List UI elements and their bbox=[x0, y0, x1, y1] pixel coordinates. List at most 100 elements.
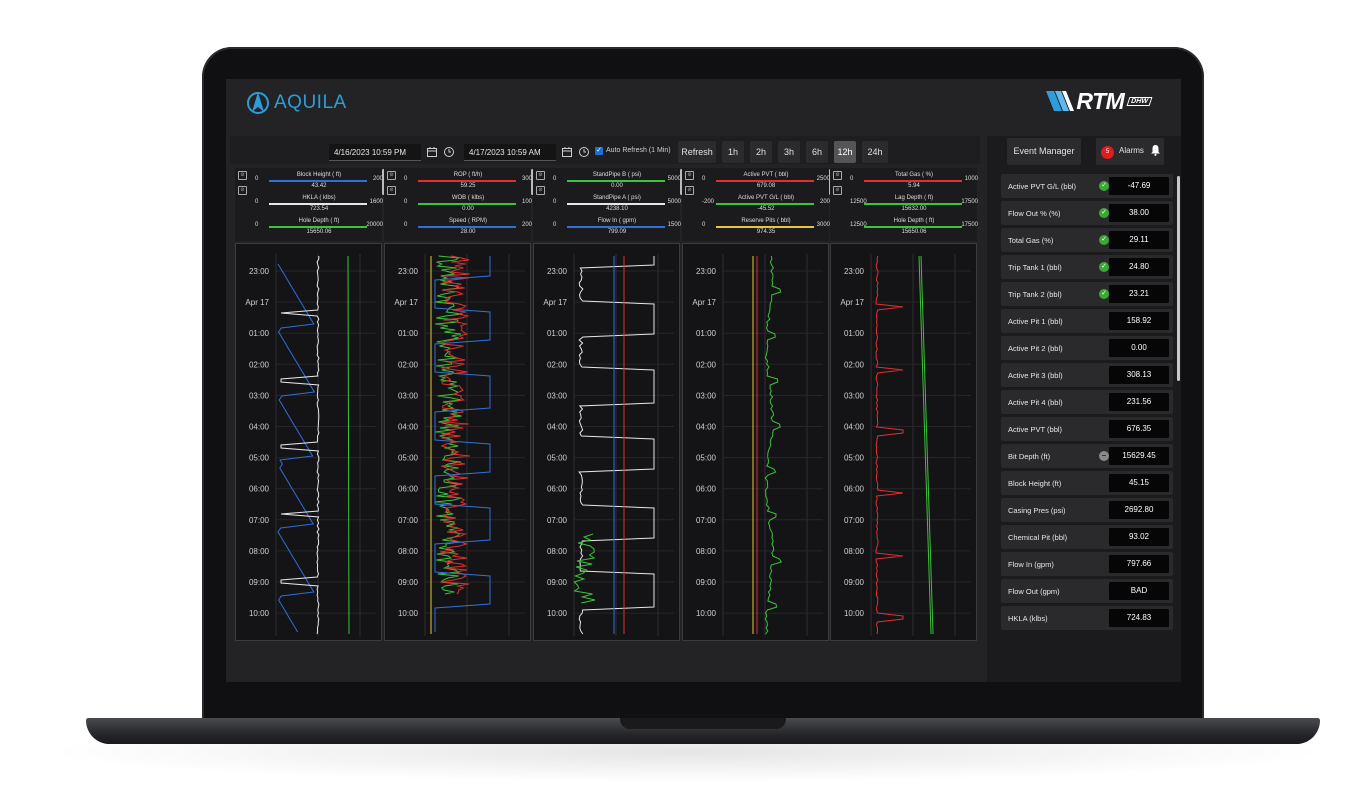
curve-name: StandPipe B ( psi) bbox=[592, 172, 642, 178]
curve-legend[interactable]: WOB ( klbs) 0 100 0.00 bbox=[404, 193, 532, 215]
reading-row[interactable]: Active PVT (bbl) 676.35 bbox=[1001, 417, 1173, 441]
track-header-scrollbar[interactable] bbox=[531, 169, 534, 195]
reading-row[interactable]: Active Pit 2 (bbl) 0.00 bbox=[1001, 336, 1173, 360]
settings-icon[interactable]: ⚙ bbox=[238, 171, 247, 180]
rtm-brand: RTM bbox=[1076, 87, 1125, 114]
refresh-button[interactable]: Refresh bbox=[678, 141, 716, 163]
curve-legend[interactable]: Flow In ( gpm) 0 1500 799.09 bbox=[553, 216, 681, 238]
reading-row[interactable]: Total Gas (%) ✓ 29.11 bbox=[1001, 228, 1173, 252]
curve-legend[interactable]: StandPipe B ( psi) 0 5000 0.00 bbox=[553, 170, 681, 192]
settings-icon[interactable]: ⚙ bbox=[536, 171, 545, 180]
reading-value: 158.92 bbox=[1109, 312, 1169, 330]
time-label: 05:00 bbox=[844, 454, 865, 463]
reading-row[interactable]: HKLA (klbs) 724.83 bbox=[1001, 606, 1173, 630]
rtm-logo: RTM DHW bbox=[1046, 87, 1153, 114]
track-chart-3[interactable]: 23:00 Apr 17 01:00 02:00 03:00 04:00 05:00 06:0… bbox=[533, 243, 680, 641]
range-button-12h[interactable]: 12h bbox=[834, 141, 856, 163]
clock-icon[interactable] bbox=[443, 146, 455, 158]
track-header-2: ⚙ ⊘ ROP ( ft/h) 0 300 59.25 WOB ( klbs) 0 100 0.0… bbox=[384, 168, 532, 241]
reading-row[interactable]: Block Height (ft) 45.15 bbox=[1001, 471, 1173, 495]
reading-row[interactable]: Trip Tank 2 (bbl) ✓ 23.21 bbox=[1001, 282, 1173, 306]
curve-color-line bbox=[864, 226, 962, 228]
reading-value: 0.00 bbox=[1109, 339, 1169, 357]
calendar-icon[interactable] bbox=[561, 146, 573, 158]
reading-row[interactable]: Active Pit 1 (bbl) 158.92 bbox=[1001, 309, 1173, 333]
track-header-scrollbar[interactable] bbox=[680, 169, 683, 195]
settings-icon[interactable]: ⚙ bbox=[685, 171, 694, 180]
curve-legend[interactable]: Lag Depth ( ft) 12500 17500 15632.00 bbox=[850, 193, 978, 215]
range-button-24h[interactable]: 24h bbox=[862, 141, 888, 163]
time-label: 02:00 bbox=[696, 360, 717, 369]
reading-row[interactable]: Trip Tank 1 (bbl) ✓ 24.80 bbox=[1001, 255, 1173, 279]
hide-icon[interactable]: ⊘ bbox=[238, 186, 247, 195]
curve-max: 200 bbox=[372, 176, 383, 182]
track-chart-4[interactable]: 23:00 Apr 17 01:00 02:00 03:00 04:00 05:00 06:0… bbox=[682, 243, 829, 641]
curve-name: Active PVT ( bbl) bbox=[743, 172, 789, 178]
curve-legend[interactable]: HKLA ( klbs) 0 1600 723.54 bbox=[255, 193, 383, 215]
reading-row[interactable]: Flow In (gpm) 797.66 bbox=[1001, 552, 1173, 576]
clock-icon[interactable] bbox=[578, 146, 590, 158]
curve-legend[interactable]: Hole Depth ( ft) 0 20000 15650.06 bbox=[255, 216, 383, 238]
time-label: 23:00 bbox=[249, 267, 270, 276]
hide-icon[interactable]: ⊘ bbox=[387, 186, 396, 195]
hide-icon[interactable]: ⊘ bbox=[833, 186, 842, 195]
range-button-1h[interactable]: 1h bbox=[722, 141, 744, 163]
curve-line bbox=[764, 255, 783, 635]
auto-refresh-checkbox[interactable]: ✓ bbox=[595, 147, 603, 155]
range-button-6h[interactable]: 6h bbox=[806, 141, 828, 163]
curve-value: 15650.06 bbox=[306, 229, 332, 235]
time-label: 01:00 bbox=[696, 329, 717, 338]
reading-row[interactable]: Casing Pres (psi) 2692.80 bbox=[1001, 498, 1173, 522]
time-label: 07:00 bbox=[398, 516, 419, 525]
curve-legend[interactable]: Speed ( RPM) 0 200 28.00 bbox=[404, 216, 532, 238]
curve-legend[interactable]: Active PVT ( bbl) 0 2500 679.08 bbox=[702, 170, 830, 192]
event-manager-button[interactable]: Event Manager bbox=[1007, 138, 1081, 165]
curve-legend[interactable]: ROP ( ft/h) 0 300 59.25 bbox=[404, 170, 532, 192]
curve-max: 200 bbox=[521, 222, 532, 228]
curve-legend[interactable]: Block Height ( ft) 0 200 43.42 bbox=[255, 170, 383, 192]
readings-scrollbar[interactable] bbox=[1177, 176, 1180, 381]
reading-row[interactable]: Active Pit 3 (bbl) 308.13 bbox=[1001, 363, 1173, 387]
track-chart-1[interactable]: 23:00 Apr 17 01:00 02:00 03:00 04:00 05:00 06:0… bbox=[235, 243, 382, 641]
curve-min: -200 bbox=[702, 199, 715, 205]
track-chart-5[interactable]: 23:00 Apr 17 01:00 02:00 03:00 04:00 05:00 06:0… bbox=[830, 243, 977, 641]
alarms-button[interactable]: 5 Alarms bbox=[1096, 138, 1164, 165]
settings-icon[interactable]: ⚙ bbox=[833, 171, 842, 180]
readings-list[interactable]: Active PVT G/L (bbl) ✓ -47.69 Flow Out % (%… bbox=[1001, 174, 1177, 634]
reading-row[interactable]: Active PVT G/L (bbl) ✓ -47.69 bbox=[1001, 174, 1173, 198]
reading-row[interactable]: Flow Out (gpm) BAD bbox=[1001, 579, 1173, 603]
start-date-input[interactable]: 4/16/2023 10:59 PM bbox=[329, 144, 421, 161]
reading-label: Flow Out % (%) bbox=[1008, 209, 1061, 218]
curve-color-line bbox=[269, 203, 367, 205]
curve-legend[interactable]: Active PVT G/L ( bbl) -200 200 -45.52 bbox=[702, 193, 830, 215]
time-label: 10:00 bbox=[249, 609, 270, 618]
end-date-input[interactable]: 4/17/2023 10:59 AM bbox=[464, 144, 556, 161]
track-chart-2[interactable]: 23:00 Apr 17 01:00 02:00 03:00 04:00 05:00 06:0… bbox=[384, 243, 531, 641]
track-header-scrollbar[interactable] bbox=[382, 169, 385, 195]
reading-row[interactable]: Chemical Pit (bbl) 93.02 bbox=[1001, 525, 1173, 549]
time-label: 04:00 bbox=[547, 423, 568, 432]
reading-row[interactable]: Bit Depth (ft) –15629.45 bbox=[1001, 444, 1173, 468]
alarms-label: Alarms bbox=[1119, 146, 1144, 155]
curve-line bbox=[918, 255, 932, 635]
curve-line bbox=[573, 533, 596, 604]
hide-icon[interactable]: ⊘ bbox=[536, 186, 545, 195]
curve-legend[interactable]: Reserve Pits ( bbl) 0 3000 974.35 bbox=[702, 216, 830, 238]
curve-value: 43.42 bbox=[311, 183, 327, 189]
settings-icon[interactable]: ⚙ bbox=[387, 171, 396, 180]
curve-legend[interactable]: Hole Depth ( ft) 12500 17500 15650.06 bbox=[850, 216, 978, 238]
curve-color-line bbox=[716, 180, 814, 182]
calendar-icon[interactable] bbox=[426, 146, 438, 158]
hide-icon[interactable]: ⊘ bbox=[685, 186, 694, 195]
reading-row[interactable]: Flow Out % (%) ✓ 38.00 bbox=[1001, 201, 1173, 225]
reading-row[interactable]: Active Pit 4 (bbl) 231.56 bbox=[1001, 390, 1173, 414]
reading-label: Total Gas (%) bbox=[1008, 236, 1054, 245]
range-button-3h[interactable]: 3h bbox=[778, 141, 800, 163]
range-button-2h[interactable]: 2h bbox=[750, 141, 772, 163]
curve-min: 0 bbox=[702, 222, 706, 228]
curve-legend[interactable]: Total Gas ( %) 0 1000 5.94 bbox=[850, 170, 978, 192]
curve-name: Flow In ( gpm) bbox=[597, 218, 637, 224]
curve-min: 0 bbox=[404, 176, 408, 182]
curve-legend[interactable]: StandPipe A ( psi) 0 5000 4238.10 bbox=[553, 193, 681, 215]
curve-line bbox=[875, 255, 904, 635]
